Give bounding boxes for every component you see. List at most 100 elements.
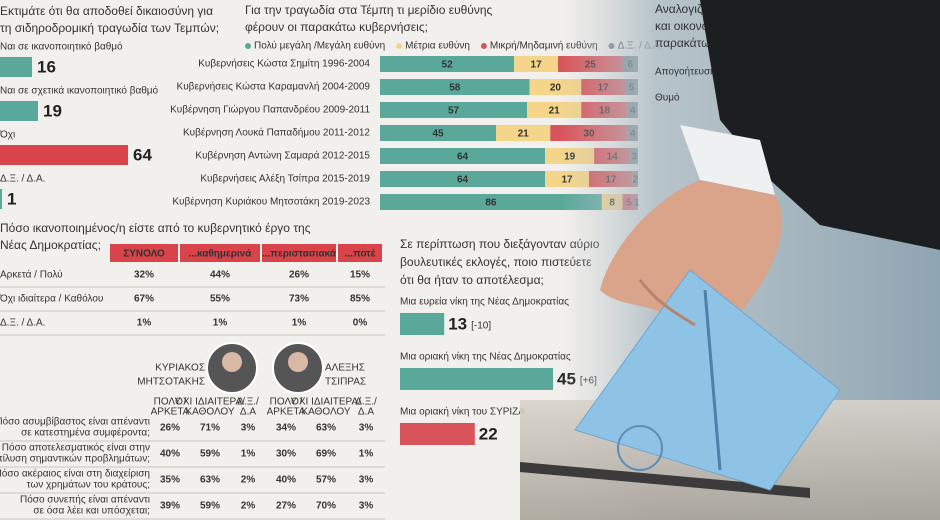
segment-label: 45 bbox=[432, 129, 444, 140]
header-label: ΣΥΝΟΛΟ bbox=[123, 249, 165, 260]
cell: 1% bbox=[292, 318, 307, 329]
bar-segment bbox=[496, 125, 551, 141]
question: Πόσο ακέραιος είναι στη διαχείριση bbox=[0, 468, 150, 480]
panel-title: ότι θα ήταν το αποτέλεσμα; bbox=[400, 273, 544, 287]
cell: 27% bbox=[276, 501, 296, 512]
panel-title: Πόσο ικανοποιημένος/η είστε από το κυβερ… bbox=[0, 221, 311, 235]
cell: 1% bbox=[213, 318, 228, 329]
segment-label: 58 bbox=[449, 83, 461, 94]
row-label: Αρκετά / Πολύ bbox=[0, 269, 63, 281]
cell: 2% bbox=[241, 501, 256, 512]
ballot bbox=[574, 269, 841, 491]
row-label: Κυβέρνηση Αντώνη Σαμαρά 2012-2015 bbox=[195, 150, 370, 162]
row-label: Κυβέρνηση Γιώργου Παπανδρέου 2009-2011 bbox=[170, 104, 370, 116]
sleeve bbox=[700, 0, 940, 250]
row-label: Κυβερνήσεις Αλέξη Τσίπρα 2015-2019 bbox=[200, 173, 370, 185]
cell: 30% bbox=[276, 449, 296, 460]
segment-label: 64 bbox=[457, 152, 469, 163]
question: επίλυση σημαντικών προβλημάτων; bbox=[0, 453, 150, 465]
row-label: Κυβέρνηση Λουκά Παπαδήμου 2011-2012 bbox=[183, 127, 370, 139]
leader-name: ΑΛΕΞΗΣ bbox=[325, 363, 365, 374]
segment-label: 57 bbox=[448, 106, 460, 117]
photo: Αναλογιζόμενος/η την πολιτικήκαι οικονομ… bbox=[520, 0, 940, 520]
value-label: 1 bbox=[7, 189, 16, 208]
item-label: Απογοήτευση bbox=[655, 66, 716, 78]
segment-label: 21 bbox=[518, 129, 530, 140]
column-label: ΚΑΘΟΛΟΥ bbox=[301, 407, 350, 418]
panel-title: Νέας Δημοκρατίας; bbox=[0, 238, 101, 252]
segment-label: 64 bbox=[457, 175, 469, 186]
legend-swatch bbox=[396, 43, 403, 49]
leader-name: ΜΗΤΣΟΤΑΚΗΣ bbox=[137, 377, 205, 388]
row-label: Κυβέρνηση Κυριάκου Μητσοτάκη 2019-2023 bbox=[172, 196, 370, 208]
cell: 32% bbox=[134, 270, 154, 281]
portrait-face bbox=[222, 352, 242, 372]
cell: 3% bbox=[241, 423, 256, 434]
cell: 85% bbox=[350, 294, 370, 305]
bar bbox=[400, 423, 475, 445]
segment-label: 86 bbox=[485, 198, 497, 209]
row-label: Δ.Ξ. / Δ.Α. bbox=[0, 318, 45, 329]
panel-title: Εκτιμάτε ότι θα αποδοθεί δικαιοσύνη για bbox=[0, 4, 213, 18]
cell: 2% bbox=[241, 475, 256, 486]
bar-segment bbox=[514, 56, 559, 72]
question: σε κατεστημένα συμφέροντα; bbox=[21, 427, 150, 439]
panel-title: τη σιδηροδρομική τραγωδία των Τεμπών; bbox=[0, 21, 219, 35]
header-label: ...ποτέ bbox=[345, 249, 376, 260]
column-label: ΑΡΚΕΤΑ bbox=[267, 407, 306, 418]
item-label: Ναι σε σχετικά ικανοποιητικό βαθμό bbox=[0, 85, 159, 97]
bar-segment bbox=[380, 102, 528, 118]
cell: 39% bbox=[160, 501, 180, 512]
question: σε όσα λέει και υπόσχεται; bbox=[33, 505, 150, 517]
legend-label: Πολύ μεγάλη /Μεγάλη ευθύνη bbox=[254, 40, 385, 52]
legend-label: Μέτρια ευθύνη bbox=[405, 40, 470, 52]
cell: 59% bbox=[200, 501, 220, 512]
panel-title: φέρουν οι παρακάτω κυβερνήσεις; bbox=[245, 20, 428, 34]
bar-segment bbox=[380, 171, 546, 187]
cell: 73% bbox=[289, 294, 309, 305]
cell: 1% bbox=[241, 449, 256, 460]
column-label: ΠΟΛΥ / bbox=[270, 397, 303, 408]
infographic-panels: Εκτιμάτε ότι θα αποδοθεί δικαιοσύνη για τ… bbox=[0, 3, 663, 520]
cell: 40% bbox=[160, 449, 180, 460]
legend-swatch bbox=[480, 43, 487, 49]
cell: 1% bbox=[359, 449, 374, 460]
value-label: 64 bbox=[133, 145, 152, 164]
bar bbox=[0, 101, 38, 121]
bar bbox=[400, 368, 553, 390]
header-cell bbox=[180, 244, 260, 262]
cell: 70% bbox=[316, 501, 336, 512]
value-label: 22 bbox=[479, 424, 498, 443]
finger bbox=[638, 279, 696, 327]
column-label: Δ.Α bbox=[358, 407, 374, 418]
row-label: Κυβερνήσεις Κώστα Καραμανλή 2004-2009 bbox=[177, 81, 371, 93]
shirt-cuff bbox=[680, 125, 775, 195]
cell: 44% bbox=[210, 270, 230, 281]
bar bbox=[0, 189, 2, 209]
cell: 3% bbox=[359, 475, 374, 486]
item-label: Όχι bbox=[0, 130, 15, 141]
segment-label: 52 bbox=[442, 60, 454, 71]
cell: 3% bbox=[359, 423, 374, 434]
bar-segment bbox=[380, 148, 546, 164]
item-label: Ναι σε ικανοποιητικό βαθμό bbox=[0, 41, 123, 53]
cell: 55% bbox=[210, 294, 230, 305]
cell: 71% bbox=[200, 423, 220, 434]
header-cell bbox=[338, 244, 382, 262]
question: Πόσο συνεπής είναι απέναντι bbox=[20, 494, 150, 506]
cell: 35% bbox=[160, 475, 180, 486]
cell: 69% bbox=[316, 449, 336, 460]
item-label: Δ.Ξ. / Δ.Α. bbox=[0, 174, 45, 185]
leader-name: ΤΣΙΠΡΑΣ bbox=[325, 377, 366, 388]
row-label: Κυβερνήσεις Κώστα Σημίτη 1996-2004 bbox=[198, 58, 370, 70]
bar-segment bbox=[380, 125, 497, 141]
column-label: ΑΡΚΕΤΑ bbox=[151, 407, 190, 418]
column-label: ΚΑΘΟΛΟΥ bbox=[185, 407, 234, 418]
column-label: Δ.Ξ./ bbox=[237, 397, 259, 408]
change-label: [-10] bbox=[471, 321, 491, 332]
bar-segment bbox=[380, 79, 530, 95]
column-label: Δ.Α bbox=[240, 407, 256, 418]
column-label: ΠΟΛΥ / bbox=[154, 397, 187, 408]
panel-title: Για την τραγωδία στα Τέμπη τι μερίδιο ευ… bbox=[245, 3, 493, 17]
